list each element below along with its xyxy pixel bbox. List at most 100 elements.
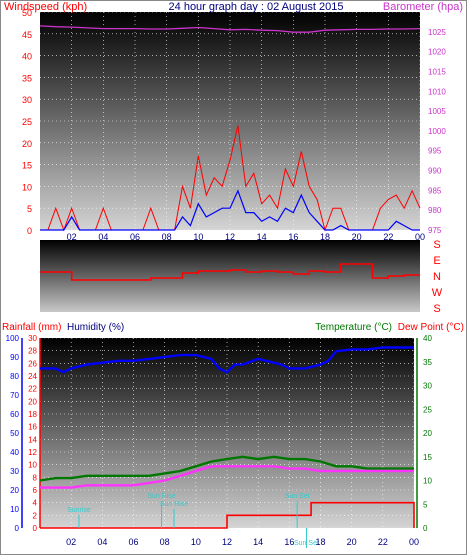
compass-letter: S <box>433 239 440 251</box>
x-tick: 18 <box>320 232 330 242</box>
y-tick-rain: 20 <box>28 397 37 406</box>
axis-label-dewpoint: Dew Point (°C) <box>398 322 464 333</box>
y-tick-right: 995 <box>428 147 442 156</box>
y-tick-humidity: 50 <box>10 429 19 438</box>
x-tick: 00 <box>409 537 419 547</box>
x-tick: 00 <box>415 232 425 242</box>
y-tick-temperature: 25 <box>423 405 432 414</box>
y-tick-right: 1020 <box>428 48 446 57</box>
x-tick: 14 <box>253 537 263 547</box>
plot-area <box>40 240 420 312</box>
sun-marker-label: Sun Set <box>294 540 319 547</box>
y-tick-rain: 4 <box>33 499 38 508</box>
x-tick: 16 <box>288 232 298 242</box>
y-tick-right: 1010 <box>428 87 446 96</box>
y-tick-humidity: 30 <box>10 467 19 476</box>
x-tick: 10 <box>191 537 201 547</box>
y-tick-left: 10 <box>22 182 32 192</box>
compass-letter: E <box>433 255 440 267</box>
x-tick: 04 <box>97 537 107 547</box>
y-tick-right: 990 <box>428 167 442 176</box>
sun-marker-label: Sun Set <box>285 493 310 500</box>
y-tick-left: 30 <box>22 95 32 105</box>
x-tick: 22 <box>383 232 393 242</box>
axis-label-humidity: Humidity (%) <box>67 322 124 333</box>
barometer-line <box>39 25 421 33</box>
y-tick-humidity: 40 <box>10 448 19 457</box>
y-tick-rain: 2 <box>33 511 38 520</box>
y-tick-humidity: 10 <box>10 505 19 514</box>
y-tick-rain: 10 <box>28 461 37 470</box>
y-tick-humidity: 100 <box>6 334 20 343</box>
x-tick: 14 <box>257 232 267 242</box>
x-tick: 10 <box>193 232 203 242</box>
y-tick-left: 20 <box>22 139 32 149</box>
compass-letter: S <box>433 303 440 315</box>
y-tick-rain: 12 <box>28 448 37 457</box>
y-tick-humidity: 60 <box>10 410 19 419</box>
x-tick: 16 <box>284 537 294 547</box>
y-tick-temperature: 40 <box>423 334 432 343</box>
sun-marker-label: Sun Rise <box>147 493 176 500</box>
x-tick: 18 <box>315 537 325 547</box>
x-tick: 22 <box>378 537 388 547</box>
y-tick-right: 1025 <box>428 28 446 37</box>
x-tick: 12 <box>222 537 232 547</box>
y-tick-left: 0 <box>27 226 32 236</box>
y-tick-left: 15 <box>22 161 32 171</box>
x-tick: 12 <box>225 232 235 242</box>
y-tick-left: 5 <box>27 204 32 214</box>
x-tick: 20 <box>352 232 362 242</box>
x-tick: 02 <box>66 537 76 547</box>
y-tick-rain: 0 <box>33 524 38 533</box>
chart-title: 24 hour graph day : 02 August 2015 <box>169 1 344 13</box>
x-tick: 06 <box>128 537 138 547</box>
y-tick-rain: 30 <box>28 334 37 343</box>
compass-letter: N <box>433 271 441 283</box>
y-tick-left: 50 <box>22 8 32 18</box>
axis-label-rainfall: Rainfall (mm) <box>2 322 61 333</box>
y-tick-humidity: 70 <box>10 391 19 400</box>
windspeed-line <box>40 189 420 231</box>
wind-barometer-chart: 0510152025303540455097598098599099510001… <box>4 1 463 242</box>
x-tick: 08 <box>160 537 170 547</box>
y-tick-humidity: 20 <box>10 486 19 495</box>
y-tick-rain: 28 <box>28 347 37 356</box>
temperature-line <box>39 455 414 482</box>
y-tick-left: 40 <box>22 52 32 62</box>
y-tick-rain: 6 <box>33 486 38 495</box>
y-tick-humidity: 80 <box>10 372 19 381</box>
y-tick-rain: 26 <box>28 359 37 368</box>
axis-label-temperature: Temperature (°C) <box>315 322 392 333</box>
x-tick: 20 <box>347 537 357 547</box>
y-tick-humidity: 90 <box>10 353 19 362</box>
humidity-line <box>40 346 414 374</box>
x-tick: 08 <box>162 232 172 242</box>
y-tick-temperature: 20 <box>423 429 432 438</box>
y-tick-right: 975 <box>428 226 442 235</box>
y-tick-right: 985 <box>428 186 442 195</box>
x-tick: 02 <box>67 232 77 242</box>
y-tick-rain: 24 <box>28 372 37 381</box>
y-tick-rain: 16 <box>28 423 37 432</box>
y-tick-temperature: 30 <box>423 382 432 391</box>
wind-direction-line <box>40 263 420 281</box>
rainfall-line <box>40 501 415 529</box>
y-tick-rain: 22 <box>28 385 37 394</box>
sun-marker-label: Sunrise <box>67 507 91 514</box>
y-tick-left: 45 <box>22 30 32 40</box>
y-tick-temperature: 10 <box>423 477 432 486</box>
y-tick-right: 1005 <box>428 107 446 116</box>
y-tick-rain: 18 <box>28 410 37 419</box>
sun-marker-label: Sun Rise <box>160 501 189 508</box>
axis-label-windspeed: Windspeed (kph) <box>4 1 87 13</box>
y-tick-rain: 8 <box>33 473 38 482</box>
y-tick-temperature: 35 <box>423 358 432 367</box>
y-tick-right: 1000 <box>428 127 446 136</box>
compass-letter: W <box>432 287 443 299</box>
dewpoint-line <box>40 465 414 489</box>
y-tick-temperature: 15 <box>423 453 432 462</box>
